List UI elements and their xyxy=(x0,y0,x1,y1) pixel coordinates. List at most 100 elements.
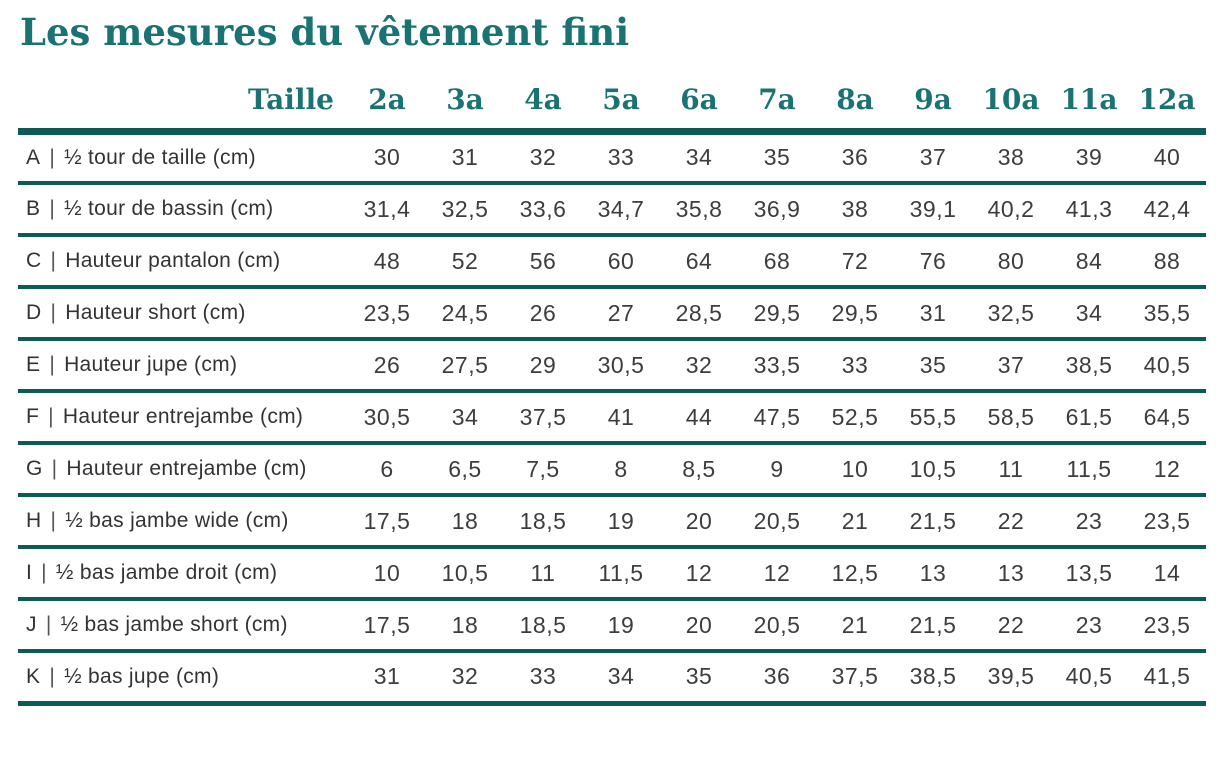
table-row: F | Hauteur entrejambe (cm) 30,5 34 37,5 41 44 4… xyxy=(18,391,1206,444)
size-column-header: 3a xyxy=(446,83,484,117)
measurement-value: 20,5 xyxy=(753,611,801,638)
measurement-value: 22 xyxy=(997,611,1025,638)
measurement-value: 33 xyxy=(529,663,557,690)
label-divider: | xyxy=(50,509,57,533)
measurement-value: 41,3 xyxy=(1065,195,1113,222)
table-body: A | ½ tour de taille (cm) 30 31 32 33 34 35 36 37 3… xyxy=(18,131,1206,704)
row-code: C xyxy=(26,249,42,273)
row-label: E | Hauteur jupe (cm) xyxy=(18,339,348,391)
measurement-value: 24,5 xyxy=(441,299,489,326)
size-column-header: 5a xyxy=(602,83,640,117)
measurement-value: 11 xyxy=(530,559,556,586)
table-row: D | Hauteur short (cm) 23,5 24,5 26 27 28,5 29,5… xyxy=(18,287,1206,340)
measurement-value: 84 xyxy=(1075,247,1103,274)
measurement-value: 21 xyxy=(841,611,869,638)
row-label: K | ½ bas jupe (cm) xyxy=(18,651,348,703)
size-column-header: 8a xyxy=(836,83,874,117)
measurement-value: 40,5 xyxy=(1143,351,1191,378)
measurement-value: 37,5 xyxy=(519,403,567,430)
size-column-header: 4a xyxy=(524,83,562,117)
measurement-value: 38,5 xyxy=(1065,351,1113,378)
label-divider: | xyxy=(49,353,56,377)
measurement-value: 22 xyxy=(997,507,1025,534)
measurement-value: 52 xyxy=(451,247,479,274)
measurement-value: 32 xyxy=(529,144,557,171)
measurement-value: 29,5 xyxy=(753,299,801,326)
measurement-value: 37 xyxy=(997,351,1025,378)
row-label: C | Hauteur pantalon (cm) xyxy=(18,235,348,287)
measurement-value: 33 xyxy=(607,144,635,171)
measurement-value: 27 xyxy=(607,299,635,326)
measurement-value: 10 xyxy=(841,455,869,482)
measurement-value: 35,8 xyxy=(675,195,723,222)
row-code: K xyxy=(26,664,41,688)
measurement-value: 30,5 xyxy=(597,351,645,378)
row-label-text: ½ tour de taille (cm) xyxy=(64,145,256,169)
row-code: H xyxy=(26,509,42,533)
row-label: D | Hauteur short (cm) xyxy=(18,287,348,339)
measurement-value: 32,5 xyxy=(987,299,1035,326)
size-column-header: 6a xyxy=(680,83,718,117)
measurement-value: 76 xyxy=(919,247,947,274)
label-divider: | xyxy=(41,561,47,585)
measurement-value: 8,5 xyxy=(682,455,716,482)
measurement-value: 13 xyxy=(919,559,947,586)
row-label: I | ½ bas jambe droit (cm) xyxy=(18,547,348,599)
table-row: A | ½ tour de taille (cm) 30 31 32 33 34 35 36 37 3… xyxy=(18,131,1206,184)
measurement-value: 39,1 xyxy=(909,195,957,222)
measurement-value: 23 xyxy=(1075,507,1103,534)
measurement-value: 39 xyxy=(1075,144,1103,171)
measurement-value: 33,6 xyxy=(519,195,567,222)
measurement-value: 52,5 xyxy=(831,403,879,430)
label-divider: | xyxy=(50,301,57,325)
table-row: G | Hauteur entrejambe (cm) 6 6,5 7,5 8 8,5 9 10 1… xyxy=(18,443,1206,496)
measurement-value: 23,5 xyxy=(363,299,411,326)
measurement-value: 21,5 xyxy=(909,611,957,638)
row-code: D xyxy=(26,301,42,325)
measurement-value: 34 xyxy=(1075,299,1103,326)
page-title: Les mesures du vêtement fini xyxy=(20,10,630,54)
measurement-value: 14 xyxy=(1153,559,1181,586)
measurement-value: 11,5 xyxy=(1066,455,1112,482)
measurement-value: 35 xyxy=(685,663,713,690)
label-divider: | xyxy=(50,249,57,273)
measurement-value: 40,2 xyxy=(987,195,1035,222)
measurement-value: 26 xyxy=(373,351,401,378)
measurement-value: 23,5 xyxy=(1143,611,1191,638)
size-column-header: 7a xyxy=(758,83,796,117)
measurement-value: 44 xyxy=(685,403,713,430)
measurement-value: 31 xyxy=(373,663,401,690)
row-label-text: Hauteur entrejambe (cm) xyxy=(66,457,307,481)
table-row: I | ½ bas jambe droit (cm) 10 10,5 11 11,5 12 12… xyxy=(18,547,1206,600)
measurement-value: 30,5 xyxy=(363,403,411,430)
measurement-value: 26 xyxy=(529,299,557,326)
measurement-value: 21,5 xyxy=(909,507,957,534)
row-code: J xyxy=(26,613,37,637)
table-row: C | Hauteur pantalon (cm) 48 52 56 60 64 68 72 76 8… xyxy=(18,235,1206,288)
measurement-value: 41,5 xyxy=(1143,663,1191,690)
measurement-value: 11 xyxy=(998,455,1024,482)
measurement-value: 31,4 xyxy=(363,195,411,222)
measurement-value: 40,5 xyxy=(1065,663,1113,690)
label-divider: | xyxy=(48,405,54,429)
measurement-value: 64,5 xyxy=(1143,403,1191,430)
measurement-value: 13 xyxy=(997,559,1025,586)
measurement-value: 20 xyxy=(685,507,713,534)
measurement-value: 18,5 xyxy=(519,507,567,534)
measurement-value: 37,5 xyxy=(831,663,879,690)
row-code: E xyxy=(26,353,41,377)
row-label: F | Hauteur entrejambe (cm) xyxy=(18,391,348,443)
measurement-value: 10,5 xyxy=(441,559,489,586)
measurement-value: 30 xyxy=(373,144,401,171)
measurement-value: 48 xyxy=(373,247,401,274)
label-divider: | xyxy=(49,664,56,688)
measurement-value: 18 xyxy=(451,507,479,534)
row-code: I xyxy=(26,561,33,585)
measurement-value: 19 xyxy=(607,611,635,638)
measurement-value: 38,5 xyxy=(909,663,957,690)
measurement-value: 32 xyxy=(451,663,479,690)
measurement-value: 28,5 xyxy=(675,299,723,326)
table-row: J | ½ bas jambe short (cm) 17,5 18 18,5 19 20 20… xyxy=(18,599,1206,652)
measurement-value: 35 xyxy=(919,351,947,378)
